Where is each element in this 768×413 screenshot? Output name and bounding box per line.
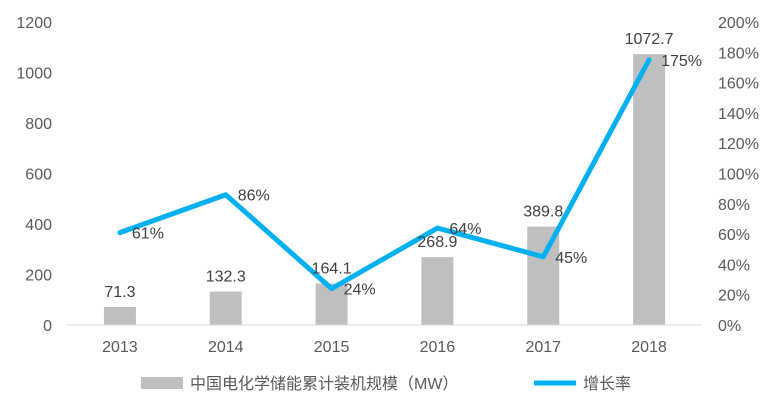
line-data-labels: 61% 86% 24% 64% 45% 175% [132, 53, 702, 299]
left-axis-tick-label: 200 [25, 268, 52, 285]
line-data-label: 64% [449, 221, 481, 238]
left-axis-tick-label: 800 [25, 116, 52, 133]
left-axis-tick-label: 400 [25, 217, 52, 234]
line-data-label: 86% [238, 188, 270, 205]
right-axis-tick-label: 180% [718, 45, 759, 62]
bar [421, 257, 454, 325]
bar [103, 306, 136, 325]
line-series [117, 57, 652, 292]
legend-line-label: 增长率 [583, 375, 631, 393]
bar-data-label: 164.1 [312, 261, 352, 278]
right-axis-tick-label: 20% [718, 288, 750, 305]
right-axis-tick-label: 80% [718, 197, 750, 214]
bar-data-label: 389.8 [523, 204, 563, 221]
x-axis-tick-label: 2018 [631, 339, 667, 356]
right-axis-tick-label: 100% [718, 167, 759, 184]
x-axis-tick-label: 2014 [208, 339, 244, 356]
legend: 中国电化学储能累计装机规模（MW） 增长率 [141, 375, 631, 393]
x-axis-tick-label: 2016 [420, 339, 456, 356]
bar-series [103, 54, 666, 325]
left-axis-tick-label: 600 [25, 167, 52, 184]
x-axis-tick-label: 2013 [102, 339, 138, 356]
legend-bar-label: 中国电化学储能累计装机规模（MW） [190, 375, 458, 393]
right-axis-tick-label: 40% [718, 257, 750, 274]
right-axis-tick-label: 140% [718, 106, 759, 123]
bar-data-labels: 71.3 132.3 164.1 268.9 389.8 1072.7 [104, 31, 673, 301]
left-axis-tick-label: 1200 [16, 15, 52, 32]
bar-data-label: 268.9 [417, 234, 457, 251]
bar-data-label: 71.3 [104, 284, 135, 301]
bar-data-label: 1072.7 [625, 31, 674, 48]
right-axis-tick-label: 120% [718, 136, 759, 153]
x-axis-ticks: 2013 2014 2015 2016 2017 2018 [102, 339, 667, 356]
line-data-label: 175% [661, 53, 702, 70]
bar-data-label: 132.3 [206, 269, 246, 286]
right-axis-tick-label: 200% [718, 15, 759, 32]
right-axis-tick-label: 0% [718, 318, 741, 335]
bar [633, 54, 666, 325]
x-axis-tick-label: 2017 [525, 339, 561, 356]
line-data-label: 61% [132, 226, 164, 243]
right-axis-ticks: 0% 20% 40% 60% 80% 100% 120% 140% 160% 180% 200% [718, 15, 759, 335]
left-axis-tick-label: 0 [43, 318, 52, 335]
line-data-label: 24% [344, 282, 376, 299]
right-axis-tick-label: 60% [718, 227, 750, 244]
legend-bar-swatch [141, 377, 183, 389]
line-data-label: 45% [555, 250, 587, 267]
x-axis-tick-label: 2015 [314, 339, 350, 356]
left-axis-tick-label: 1000 [16, 66, 52, 83]
bar [209, 291, 242, 325]
left-axis-ticks: 0 200 400 600 800 1000 1200 [16, 15, 52, 335]
bar [527, 226, 560, 325]
growth-rate-line [117, 57, 652, 292]
right-axis-tick-label: 160% [718, 76, 759, 93]
